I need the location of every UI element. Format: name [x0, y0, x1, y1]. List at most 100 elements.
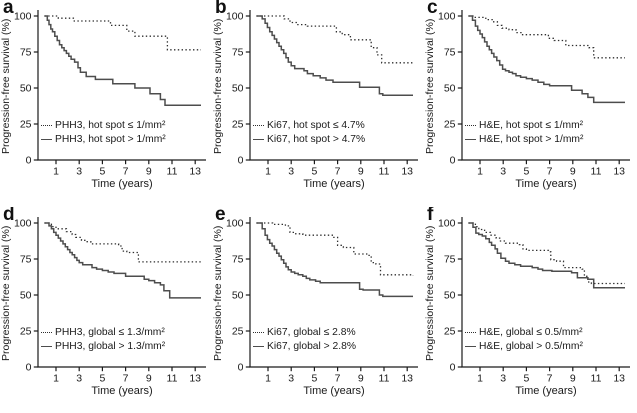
y-tick-label: 25 — [20, 119, 32, 131]
km-curve-solid — [468, 15, 625, 104]
legend: PHH3, hot spot ≤ 1/mm² PHH3, hot spot > … — [41, 119, 166, 146]
x-tick-label: 7 — [547, 373, 553, 385]
x-tick-label: 7 — [547, 166, 553, 178]
dotted-line-marker — [41, 125, 52, 127]
y-axis-label: Progression-free survival (%) — [212, 18, 224, 154]
legend: H&E, hot spot ≤ 1/mm² H&E, hot spot > 1/… — [465, 119, 583, 146]
km-curve-dotted — [44, 222, 201, 263]
y-tick-label: 25 — [444, 119, 456, 131]
x-tick-label: 7 — [335, 373, 341, 385]
solid-line-marker — [465, 138, 476, 140]
x-tick-label: 1 — [53, 166, 59, 178]
y-tick-label: 0 — [26, 155, 32, 167]
x-tick-label: 9 — [146, 373, 152, 385]
y-axis-label: Progression-free survival (%) — [0, 18, 12, 154]
legend-row-dotted: PHH3, hot spot ≤ 1/mm² — [41, 119, 166, 133]
x-tick-label: 3 — [500, 373, 506, 385]
x-tick-label: 9 — [570, 373, 576, 385]
x-tick-label: 13 — [189, 373, 201, 385]
x-axis-label: Time (years) — [515, 178, 577, 190]
y-tick-label: 50 — [444, 83, 456, 95]
x-tick-label: 13 — [401, 166, 413, 178]
x-tick-label: 1 — [265, 373, 271, 385]
x-tick-label: 11 — [379, 373, 390, 385]
x-tick-label: 3 — [288, 166, 294, 178]
y-tick-label: 75 — [20, 254, 32, 266]
y-tick-label: 100 — [226, 218, 244, 230]
legend-row-solid: H&E, global > 0.5/mm² — [465, 340, 583, 354]
y-tick-label: 25 — [232, 119, 244, 131]
x-tick-label: 7 — [123, 166, 129, 178]
legend-row-solid: Ki67, global > 2.8% — [253, 340, 356, 354]
km-panel-c: 0 25 50 75 100 1 3 5 7 9 11 13 c Progression-free s… — [424, 0, 637, 207]
panel-letter: d — [3, 207, 15, 225]
legend-row-dotted: Ki67, global ≤ 2.8% — [253, 326, 356, 340]
legend-label: Ki67, global > 2.8% — [267, 340, 357, 352]
y-tick-label: 0 — [26, 362, 32, 374]
y-tick-label: 100 — [14, 218, 32, 230]
x-axis-label: Time (years) — [303, 178, 365, 190]
x-axis-label: Time (years) — [91, 178, 153, 190]
km-curve-dotted — [256, 222, 414, 276]
x-axis-label: Time (years) — [91, 385, 153, 397]
x-tick-label: 13 — [613, 166, 625, 178]
legend-label: H&E, hot spot ≤ 1/mm² — [479, 120, 584, 132]
x-axis-label: Time (years) — [303, 385, 365, 397]
dotted-line-marker — [465, 125, 476, 127]
x-tick-label: 1 — [265, 166, 271, 178]
x-tick-label: 13 — [613, 373, 625, 385]
y-axis-label: Progression-free survival (%) — [424, 225, 436, 361]
x-tick-label: 5 — [523, 166, 529, 178]
solid-line-marker — [41, 345, 52, 347]
y-axis-label: Progression-free survival (%) — [0, 225, 12, 361]
panel-letter: e — [215, 207, 226, 225]
km-panel-f: 0 25 50 75 100 1 3 5 7 9 11 13 f Progression-free s… — [424, 207, 637, 413]
x-tick-label: 9 — [358, 166, 364, 178]
solid-line-marker — [253, 345, 264, 347]
legend-label: PHH3, hot spot ≤ 1/mm² — [55, 120, 166, 132]
panel-letter: a — [3, 0, 14, 18]
y-tick-label: 0 — [238, 362, 244, 374]
legend-label: H&E, global ≤ 0.5/mm² — [479, 327, 583, 339]
legend-row-solid: H&E, hot spot > 1/mm² — [465, 133, 583, 147]
legend: Ki67, global ≤ 2.8% Ki67, global > 2.8% — [253, 326, 356, 353]
legend-label: Ki67, hot spot > 4.7% — [267, 133, 366, 145]
y-tick-label: 100 — [226, 11, 244, 23]
legend: H&E, global ≤ 0.5/mm² H&E, global > 0.5/… — [465, 326, 583, 353]
legend-label: PHH3, hot spot > 1/mm² — [55, 133, 166, 145]
y-tick-label: 100 — [438, 218, 456, 230]
legend: PHH3, global ≤ 1.3/mm² PHH3, global > 1.… — [41, 326, 165, 353]
km-panel-e: 0 25 50 75 100 1 3 5 7 9 11 13 e Progression-free s… — [212, 207, 424, 413]
solid-line-marker — [465, 345, 476, 347]
y-tick-label: 75 — [232, 47, 244, 59]
y-tick-label: 50 — [232, 290, 244, 302]
km-panel-a: 0 25 50 75 100 1 3 5 7 9 11 13 a Progression-free s… — [0, 0, 212, 207]
y-tick-label: 100 — [438, 11, 456, 23]
legend-label: H&E, hot spot > 1/mm² — [479, 133, 584, 145]
x-tick-label: 3 — [76, 373, 82, 385]
legend-label: Ki67, global ≤ 2.8% — [267, 327, 356, 339]
x-tick-label: 11 — [591, 166, 602, 178]
y-axis-label: Progression-free survival (%) — [212, 225, 224, 361]
legend-row-solid: Ki67, hot spot > 4.7% — [253, 133, 365, 147]
y-tick-label: 75 — [232, 254, 244, 266]
x-tick-label: 5 — [311, 166, 317, 178]
y-tick-label: 50 — [20, 83, 32, 95]
y-tick-label: 50 — [20, 290, 32, 302]
x-tick-label: 3 — [76, 166, 82, 178]
x-tick-label: 7 — [123, 373, 129, 385]
dotted-line-marker — [465, 332, 476, 334]
panel-letter: b — [215, 0, 227, 18]
x-tick-label: 13 — [401, 373, 413, 385]
legend: Ki67, hot spot ≤ 4.7% Ki67, hot spot > 4… — [253, 119, 365, 146]
legend-row-dotted: PHH3, global ≤ 1.3/mm² — [41, 326, 165, 340]
dotted-line-marker — [253, 125, 264, 127]
legend-label: Ki67, hot spot ≤ 4.7% — [267, 120, 365, 132]
x-tick-label: 1 — [477, 166, 483, 178]
